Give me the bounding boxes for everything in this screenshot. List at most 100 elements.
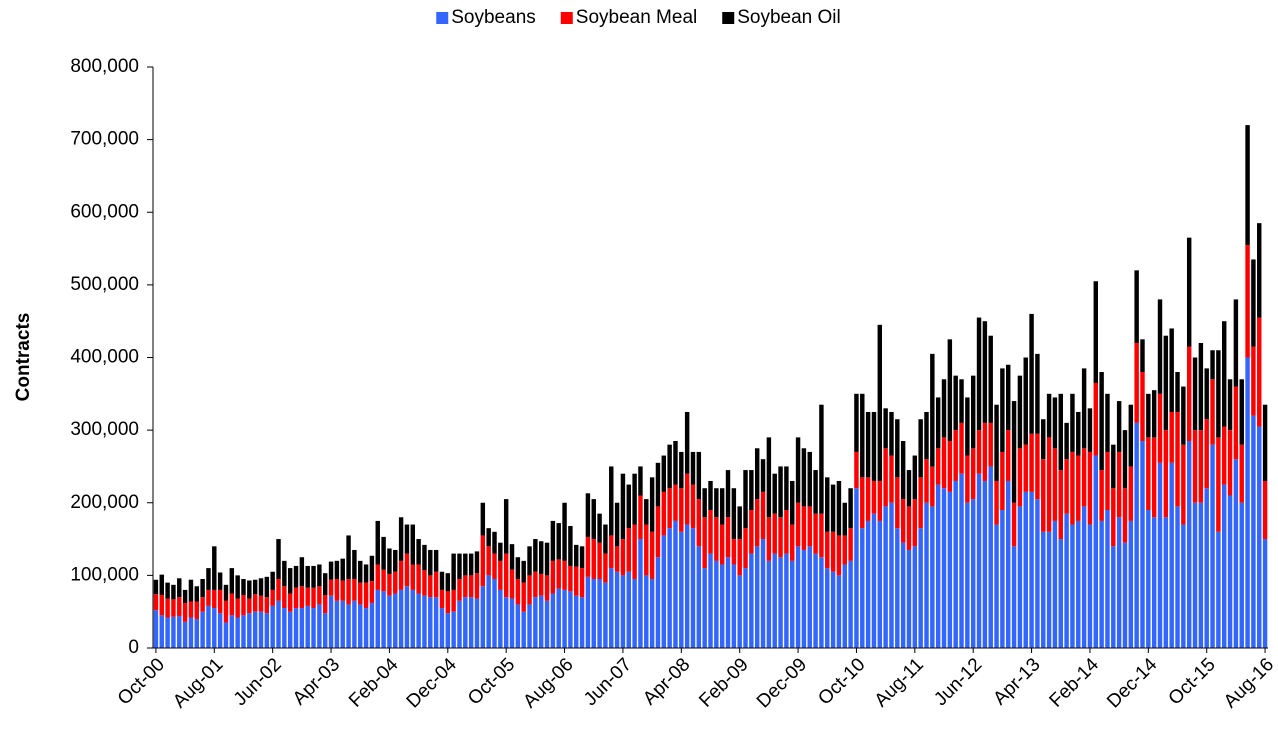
- bar-segment: [194, 586, 200, 602]
- bar-segment: [877, 520, 883, 648]
- bar-segment: [754, 448, 760, 500]
- bar-segment: [1023, 444, 1028, 492]
- bar-segment: [795, 546, 801, 648]
- bar-segment: [854, 393, 859, 452]
- bar-segment: [1023, 491, 1028, 648]
- legend-label: Soybeans: [451, 7, 536, 28]
- bar-segment: [282, 560, 287, 587]
- bar-segment: [241, 594, 246, 616]
- bar-segment: [498, 589, 503, 648]
- bar-segment: [410, 524, 415, 565]
- bar-segment: [626, 571, 631, 648]
- bar-segment: [1227, 430, 1233, 496]
- bar-segment: [895, 477, 900, 529]
- bar-segment: [428, 575, 433, 598]
- bar-segment: [1204, 368, 1209, 420]
- bar-segment: [865, 477, 871, 521]
- y-tick-label: 400,000: [70, 347, 139, 368]
- bar-segment: [965, 397, 970, 456]
- bar-segment: [1111, 546, 1116, 648]
- bar-segment: [480, 502, 486, 536]
- bar-segment: [1157, 462, 1163, 648]
- bar-segment: [1169, 328, 1174, 412]
- bar-segment: [1076, 411, 1081, 456]
- bar-segment: [900, 499, 906, 543]
- bar-segment: [171, 599, 176, 617]
- bar-segment: [865, 520, 871, 648]
- bar-segment: [492, 553, 497, 580]
- bar-segment: [889, 411, 894, 456]
- bar-segment: [626, 484, 631, 529]
- bar-segment: [620, 473, 626, 540]
- bar-segment: [177, 616, 182, 648]
- bar-segment: [597, 579, 602, 648]
- x-tick-label: Dec-04: [403, 654, 461, 712]
- bar-segment: [410, 589, 415, 648]
- bar-segment: [871, 411, 877, 481]
- bar-segment: [1070, 393, 1075, 452]
- bar-segment: [463, 553, 468, 576]
- bar-segment: [994, 524, 999, 648]
- bar-segment: [194, 601, 200, 619]
- legend-swatch: [436, 12, 449, 24]
- bar-segment: [1257, 223, 1262, 318]
- bar-segment: [328, 595, 334, 648]
- bar-segment: [1017, 506, 1023, 648]
- bar-segment: [346, 535, 351, 580]
- x-tick-label: Dec-09: [753, 654, 811, 712]
- bar-segment: [959, 422, 964, 474]
- bar-segment: [1076, 455, 1081, 521]
- bar-segment: [422, 570, 427, 596]
- bar-segment: [614, 546, 620, 572]
- x-tick-label: Oct-10: [814, 654, 869, 709]
- bar-segment: [521, 560, 526, 583]
- bar-segment: [1192, 430, 1198, 503]
- x-tick-label: Aug-01: [169, 654, 227, 712]
- bar-segment: [1116, 401, 1122, 452]
- bar-segment: [1210, 444, 1215, 648]
- bar-segment: [212, 546, 217, 590]
- bar-segment: [953, 480, 958, 648]
- bar-segment: [457, 600, 462, 648]
- bar-segment: [790, 480, 795, 525]
- bar-segment: [994, 480, 999, 525]
- y-axis-label: Contracts: [13, 313, 34, 402]
- bar-segment: [1128, 404, 1134, 467]
- bar-segment: [819, 513, 824, 558]
- bar-segment: [1122, 430, 1128, 489]
- bar-segment: [212, 589, 217, 609]
- bar-segment: [393, 593, 398, 648]
- bar-segment: [200, 597, 205, 612]
- bar-segment: [503, 499, 509, 554]
- bar-segment: [638, 466, 643, 496]
- bar-segment: [591, 499, 596, 540]
- bar-segment: [1227, 495, 1233, 648]
- bar-segment: [731, 539, 737, 565]
- bar-segment: [1245, 244, 1250, 358]
- bar-segment: [848, 488, 853, 529]
- bar-segment: [1041, 459, 1046, 532]
- bar-segment: [1128, 520, 1134, 648]
- bar-segment: [935, 484, 941, 648]
- bar-segment: [772, 553, 777, 648]
- bar-segment: [760, 459, 766, 492]
- bar-segment: [1000, 510, 1005, 648]
- bar-segment: [754, 499, 760, 547]
- bar-segment: [206, 589, 211, 606]
- bar-segment: [182, 589, 188, 603]
- bar-segment: [252, 594, 258, 612]
- bar-segment: [930, 466, 935, 507]
- x-tick-label: Feb-04: [345, 654, 403, 712]
- bar-segment: [953, 375, 958, 431]
- bar-segment: [375, 589, 380, 648]
- bar-segment: [1204, 419, 1209, 489]
- bar-segment: [632, 473, 637, 525]
- bar-segment: [1233, 459, 1239, 648]
- bar-segment: [568, 565, 573, 592]
- bar-segment: [889, 455, 894, 503]
- bar-segment: [188, 579, 194, 602]
- bar-segment: [264, 613, 270, 648]
- bar-segment: [538, 573, 544, 596]
- bar-segment: [217, 572, 223, 590]
- bar-segment: [1105, 510, 1110, 648]
